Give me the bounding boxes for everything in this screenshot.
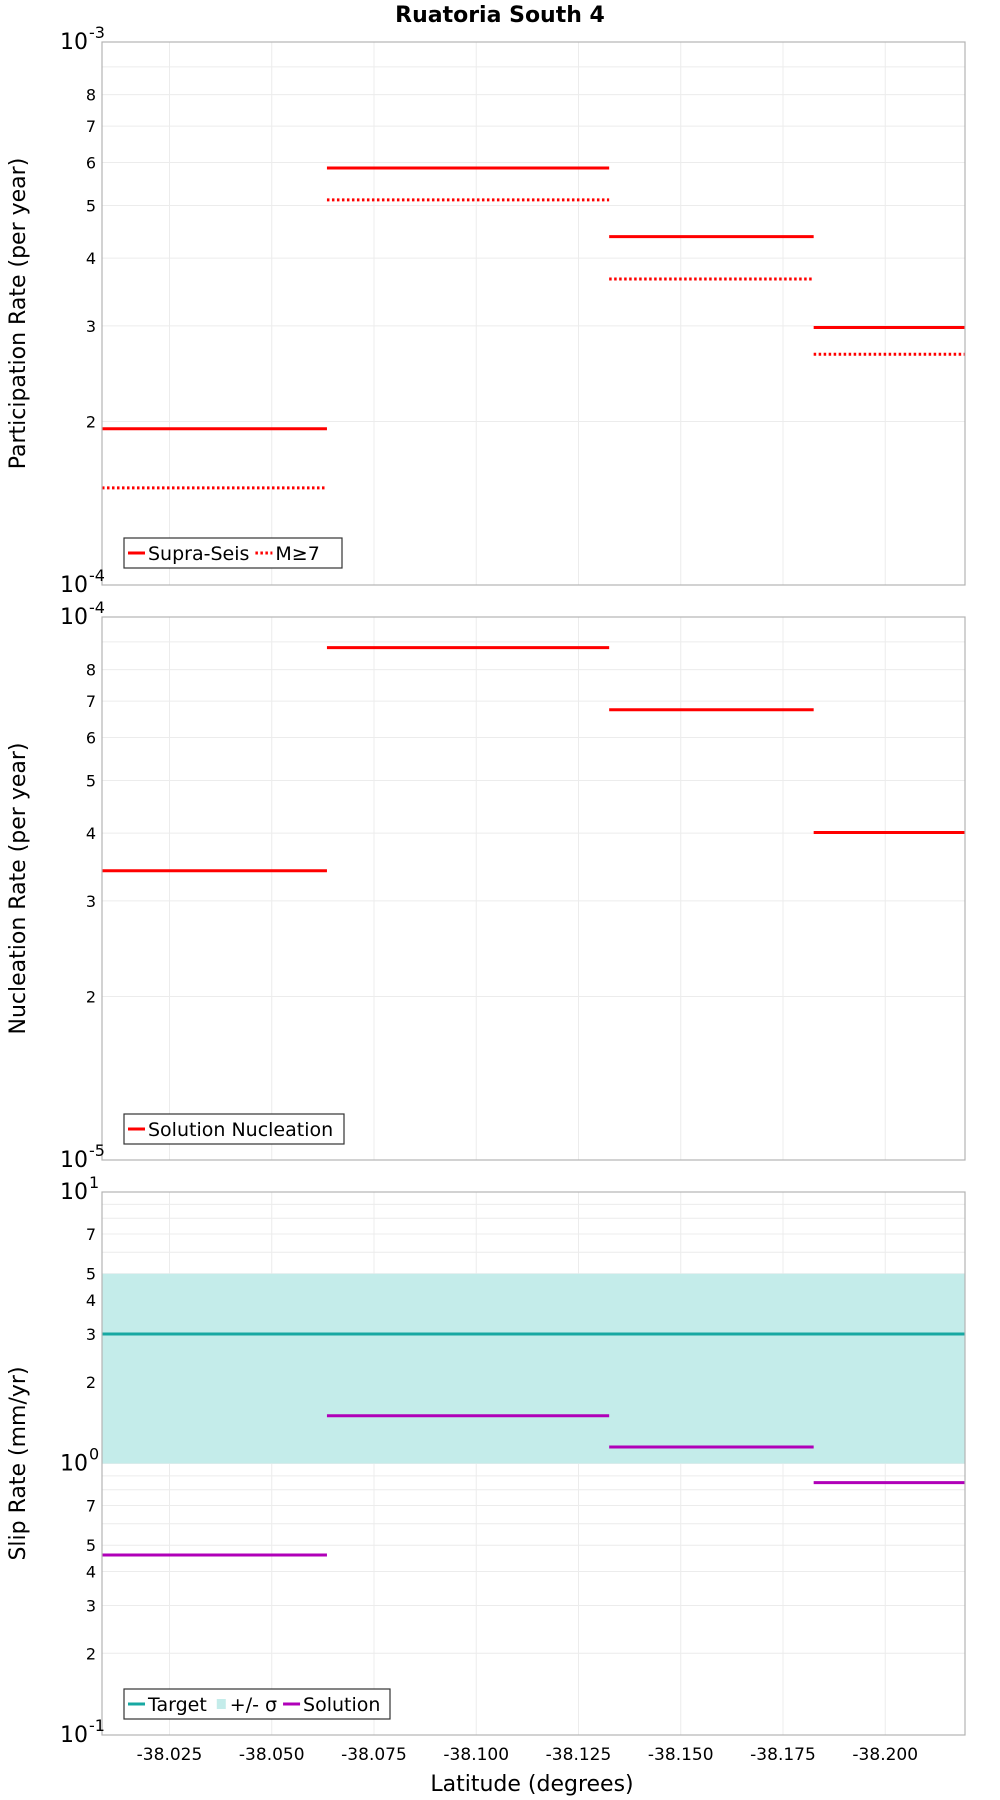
legend-box bbox=[123, 537, 343, 569]
y-tick-label: 4 bbox=[86, 249, 96, 268]
y-tick-label: 5 bbox=[86, 1265, 96, 1284]
legend: Solution Nucleation bbox=[123, 1113, 345, 1145]
y-axis-label: Slip Rate (mm/yr) bbox=[6, 1366, 31, 1560]
y-tick-label: 2 bbox=[86, 1644, 96, 1663]
y-tick-label: 7 bbox=[86, 692, 96, 711]
legend-item-label: Target bbox=[147, 1694, 207, 1716]
y-tick-label-power: 10 bbox=[60, 1452, 88, 1477]
legend-box bbox=[123, 1688, 391, 1720]
series-m-7 bbox=[102, 198, 965, 490]
y-tick-label: 7 bbox=[86, 117, 96, 136]
y-tick-label: 7 bbox=[86, 1225, 96, 1244]
y-tick-label: 3 bbox=[86, 1596, 96, 1615]
y-tick-label: 2 bbox=[86, 1373, 96, 1392]
legend-box bbox=[123, 1113, 345, 1145]
y-tick-label: 7 bbox=[86, 1497, 96, 1516]
y-tick-label-power: 10 bbox=[60, 573, 88, 598]
x-tick-label: -38.050 bbox=[239, 1745, 305, 1765]
y-tick-label: 2 bbox=[86, 988, 96, 1007]
y-tick-label: 6 bbox=[86, 153, 96, 172]
plot-frame bbox=[101, 616, 966, 1161]
legend: Target +/- σ Solution bbox=[123, 1688, 391, 1720]
y-tick-label: 8 bbox=[86, 86, 96, 105]
legend: Supra-Seis M≥7 bbox=[123, 537, 343, 569]
y-tick-label: 3 bbox=[86, 317, 96, 336]
chart-title: Ruatoria South 4 bbox=[395, 3, 605, 28]
y-tick-label-exponent: -1 bbox=[89, 1716, 105, 1735]
y-tick-label-exponent: -4 bbox=[89, 598, 105, 617]
legend-swatch-band bbox=[216, 1699, 226, 1709]
y-tick-label: 3 bbox=[86, 892, 96, 911]
plot-frame bbox=[101, 1191, 966, 1736]
grid bbox=[102, 616, 965, 1161]
grid bbox=[102, 41, 965, 586]
legend-item-label: M≥7 bbox=[275, 543, 319, 565]
x-tick-label: -38.075 bbox=[341, 1745, 407, 1765]
legend-item-label: Solution Nucleation bbox=[148, 1119, 333, 1141]
y-tick-label: 4 bbox=[86, 1291, 96, 1310]
series-supra-seis bbox=[102, 166, 965, 431]
y-tick-label: 8 bbox=[86, 661, 96, 680]
series-solution bbox=[102, 1414, 965, 1557]
y-tick-label: 4 bbox=[86, 1563, 96, 1582]
y-tick-label-power: 10 bbox=[60, 1148, 88, 1173]
legend-item-label: Supra-Seis bbox=[148, 543, 249, 565]
x-tick-label: -38.025 bbox=[137, 1745, 203, 1765]
y-tick-label: 4 bbox=[86, 824, 96, 843]
x-axis-label: Latitude (degrees) bbox=[430, 1772, 633, 1797]
legend-item-label: Solution bbox=[303, 1694, 380, 1716]
y-tick-label: 5 bbox=[86, 771, 96, 790]
plot-area bbox=[102, 42, 965, 585]
y-tick-label-exponent: -4 bbox=[89, 566, 105, 585]
series-solution-nucleation bbox=[102, 646, 965, 873]
plot-frame bbox=[101, 41, 966, 586]
y-tick-label-exponent: -3 bbox=[89, 23, 105, 42]
x-tick-label: -38.175 bbox=[750, 1745, 816, 1765]
y-tick-label-exponent: 1 bbox=[89, 1173, 99, 1192]
legend-item-label: +/- σ bbox=[230, 1694, 277, 1716]
y-axis-label: Nucleation Rate (per year) bbox=[6, 743, 31, 1035]
x-tick-label: -38.200 bbox=[852, 1745, 918, 1765]
y-tick-label: 3 bbox=[86, 1325, 96, 1344]
y-axis-label: Participation Rate (per year) bbox=[6, 158, 31, 470]
x-tick-label: -38.100 bbox=[443, 1745, 509, 1765]
sigma-band bbox=[102, 1273, 965, 1464]
y-tick-label: 5 bbox=[86, 196, 96, 215]
y-tick-label: 2 bbox=[86, 413, 96, 432]
y-tick-label-exponent: 0 bbox=[89, 1445, 99, 1464]
y-tick-label-power: 10 bbox=[60, 605, 88, 630]
y-tick-label: 5 bbox=[86, 1536, 96, 1555]
y-tick-label-power: 10 bbox=[60, 1723, 88, 1748]
y-tick-label-power: 10 bbox=[60, 30, 88, 55]
y-tick-label-exponent: -5 bbox=[89, 1141, 105, 1160]
x-tick-label: -38.125 bbox=[546, 1745, 612, 1765]
y-tick-label-power: 10 bbox=[60, 1180, 88, 1205]
y-tick-label: 6 bbox=[86, 728, 96, 747]
plot-area bbox=[102, 617, 965, 1160]
x-tick-label: -38.150 bbox=[648, 1745, 714, 1765]
